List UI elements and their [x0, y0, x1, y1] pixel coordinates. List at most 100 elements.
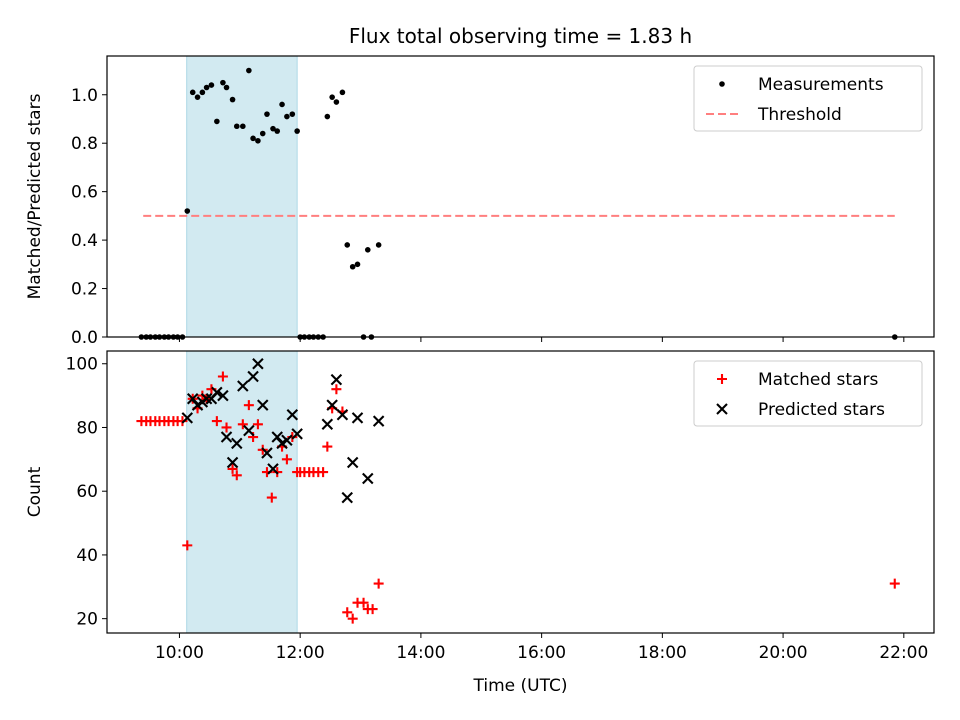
plus-point	[347, 613, 358, 624]
plus-point	[227, 463, 238, 474]
plus-point	[243, 400, 254, 411]
x-point	[200, 393, 213, 405]
legend-label: Matched stars	[758, 370, 878, 390]
y-tick-label: 0.8	[71, 134, 98, 154]
axes-frame	[106, 350, 935, 634]
axes-frame	[106, 55, 935, 338]
y-tick-label: 1.0	[71, 86, 98, 106]
x-point	[271, 431, 283, 443]
dot-point	[333, 99, 340, 105]
dot-point	[324, 113, 331, 120]
dot-point	[294, 128, 300, 134]
plus-point	[231, 470, 242, 481]
dot-point	[184, 208, 191, 214]
y-tick-label: 0.0	[71, 328, 98, 348]
x-point	[217, 389, 229, 402]
dot-point	[189, 89, 196, 96]
dot-point	[208, 82, 215, 88]
dot-point	[264, 111, 270, 117]
plus-point	[252, 419, 263, 430]
plus-point	[281, 454, 292, 465]
x-point	[226, 456, 239, 469]
x-tick-label: 12:00	[276, 643, 325, 663]
plus-point	[358, 597, 369, 608]
dot-point	[214, 118, 220, 125]
legend-label: Threshold	[757, 105, 842, 125]
x-point	[336, 408, 349, 421]
plus-point	[331, 384, 342, 395]
plus-point	[373, 578, 384, 589]
legend: Measurements Threshold	[693, 65, 923, 132]
plus-point	[211, 416, 222, 427]
x-axis-label: Time (UTC)	[473, 676, 568, 696]
y-axis-label: Count	[25, 466, 45, 517]
dot-point	[289, 111, 296, 117]
plus-point	[342, 607, 353, 618]
dot-point	[250, 135, 256, 142]
y-tick-label: 80	[76, 418, 98, 438]
x-point	[321, 418, 334, 431]
x-point	[267, 463, 279, 475]
dot-point	[344, 242, 351, 248]
plus-point	[318, 467, 329, 478]
legend-x-swatch	[716, 403, 728, 415]
y-tick-label: 40	[76, 546, 98, 566]
dot-point	[364, 246, 371, 253]
x-point	[211, 386, 223, 399]
x-tick-label: 18:00	[638, 643, 687, 663]
x-point	[237, 380, 249, 392]
x-tick-label: 22:00	[879, 643, 928, 663]
x-tick-label: 20:00	[759, 643, 808, 663]
dot-point	[223, 84, 230, 91]
legend: Matched stars Predicted stars	[693, 360, 923, 427]
x-tick-label: 16:00	[517, 643, 566, 663]
observing-window-span	[186, 55, 298, 338]
x-tick-label: 10:00	[155, 643, 204, 663]
legend-box	[693, 65, 923, 132]
y-tick-label: 0.4	[71, 231, 98, 251]
x-point	[186, 393, 199, 405]
dot-point	[349, 263, 356, 270]
plus-point	[237, 419, 248, 430]
dot-point	[279, 101, 285, 108]
x-point	[330, 373, 343, 386]
dot-point	[354, 261, 361, 268]
x-point	[291, 428, 303, 440]
legend-label: Measurements	[758, 75, 884, 95]
y-tick-label: 0.2	[71, 280, 98, 300]
x-point	[247, 370, 259, 383]
x-point	[261, 447, 273, 459]
dot-point	[220, 79, 226, 86]
dot-point	[259, 130, 266, 137]
dot-point	[329, 94, 335, 100]
x-point	[326, 399, 338, 411]
dot-point	[375, 242, 382, 248]
dot-point	[246, 67, 252, 74]
x-point	[256, 399, 269, 411]
dot-point	[199, 89, 206, 96]
plus-point	[177, 416, 188, 427]
y-tick-label: 0.6	[71, 183, 98, 203]
y-tick-label: 100	[66, 355, 98, 375]
dot-point	[284, 113, 290, 120]
x-point	[286, 408, 299, 421]
dot-point	[339, 89, 346, 96]
y-tick-label: 20	[76, 610, 98, 630]
legend-label: Predicted stars	[758, 400, 885, 420]
ratio-panel: 0.0 0.2 0.4 0.6 0.8 1.0 Flux total observing t…	[25, 24, 935, 348]
x-point	[362, 472, 374, 485]
x-point	[231, 437, 243, 450]
dot-point	[229, 96, 236, 103]
y-tick-label: 60	[76, 482, 98, 502]
dot-point	[240, 123, 246, 130]
plus-point	[182, 540, 193, 551]
x-point	[243, 424, 255, 437]
x-point	[351, 412, 364, 424]
legend-box	[693, 360, 923, 427]
x-point	[220, 431, 233, 443]
plus-point	[889, 578, 900, 589]
plus-point	[322, 441, 333, 452]
plus-point	[266, 492, 277, 503]
chart-title: Flux total observing time = 1.83 h	[349, 24, 692, 48]
